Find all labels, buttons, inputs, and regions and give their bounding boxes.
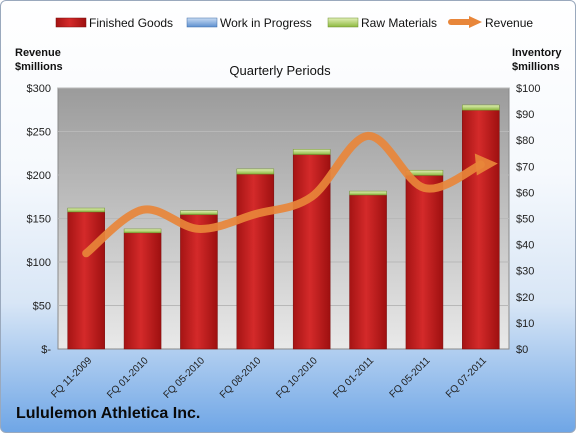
right-tick-label: $70 <box>516 161 534 173</box>
bar-finished-goods <box>405 175 444 350</box>
bar-finished-goods <box>123 232 162 350</box>
right-tick-label: $30 <box>516 266 534 278</box>
right-axis-label-line1: Inventory <box>512 47 562 59</box>
left-tick-label: $100 <box>27 257 51 269</box>
right-tick-label: $60 <box>516 187 534 199</box>
legend: Finished Goods Work in Progress Raw Mate… <box>55 16 533 30</box>
x-tick-label: FQ 11-2009 <box>49 355 94 400</box>
bar-raw-materials <box>292 149 331 155</box>
footer-company-name: Lululemon Athletica Inc. <box>16 405 201 422</box>
left-tick-label: $50 <box>33 301 51 313</box>
x-tick-label: FQ 08-2010 <box>218 355 264 401</box>
bar-raw-materials <box>180 210 218 215</box>
legend-label-finished-goods: Finished Goods <box>89 16 173 30</box>
right-tick-label: $80 <box>516 135 534 147</box>
right-tick-label: $20 <box>516 292 534 304</box>
x-tick-label: FQ 01-2010 <box>105 355 151 401</box>
revenue-line <box>82 131 498 258</box>
legend-item-revenue: Revenue <box>448 16 533 30</box>
left-tick-label: $150 <box>27 214 51 226</box>
x-tick-label: FQ 05-2010 <box>162 355 208 401</box>
chart-title: Quarterly Periods <box>229 63 331 78</box>
bar-raw-materials <box>349 190 387 196</box>
right-axis-ticks: $0 $10 $20 $30 $40 $50 $60 $70 $80 $90 $100 <box>516 83 540 356</box>
legend-item-work-in-progress: Work in Progress <box>186 16 312 30</box>
bar-finished-goods <box>236 173 275 350</box>
left-axis-label-line1: Revenue <box>15 47 61 59</box>
bar-finished-goods <box>349 194 387 350</box>
legend-label-revenue: Revenue <box>485 16 533 30</box>
legend-label-work-in-progress: Work in Progress <box>220 16 312 30</box>
left-axis-ticks: $- $50 $100 $150 $200 $250 $300 <box>27 83 52 356</box>
bar-raw-materials <box>67 207 105 213</box>
left-axis-label-line2: $millions <box>15 61 63 73</box>
legend-item-finished-goods: Finished Goods <box>55 16 173 30</box>
right-axis-label-line2: $millions <box>512 61 560 73</box>
right-tick-label: $0 <box>516 344 528 356</box>
legend-label-raw-materials: Raw Materials <box>361 16 437 30</box>
x-tick-label: FQ 05-2011 <box>388 355 433 400</box>
legend-item-raw-materials: Raw Materials <box>327 16 437 30</box>
bar-raw-materials <box>236 168 275 175</box>
bar-raw-materials <box>123 228 162 234</box>
left-tick-label: $200 <box>27 170 51 182</box>
bar-finished-goods <box>67 211 105 350</box>
x-axis-ticks: FQ 11-2009 FQ 01-2010 FQ 05-2010 FQ 08-2010… <box>49 355 489 401</box>
bar-finished-goods <box>462 109 500 350</box>
left-tick-label: $250 <box>27 127 51 139</box>
right-tick-label: $50 <box>516 214 534 226</box>
bar-finished-goods <box>180 214 218 350</box>
bar-raw-materials <box>462 104 500 111</box>
x-tick-label: FQ 07-2011 <box>444 355 489 400</box>
right-tick-label: $40 <box>516 240 534 252</box>
revenue-line-path <box>82 131 485 258</box>
x-tick-label: FQ 10-2010 <box>274 355 320 401</box>
bars <box>67 104 500 350</box>
right-tick-label: $90 <box>516 109 534 121</box>
left-tick-label: $300 <box>27 83 51 95</box>
right-tick-label: $10 <box>516 318 534 330</box>
revenue-line-arrowhead <box>474 153 498 176</box>
left-tick-label: $- <box>41 344 51 356</box>
x-tick-label: FQ 01-2011 <box>331 355 376 400</box>
right-tick-label: $100 <box>516 83 540 95</box>
